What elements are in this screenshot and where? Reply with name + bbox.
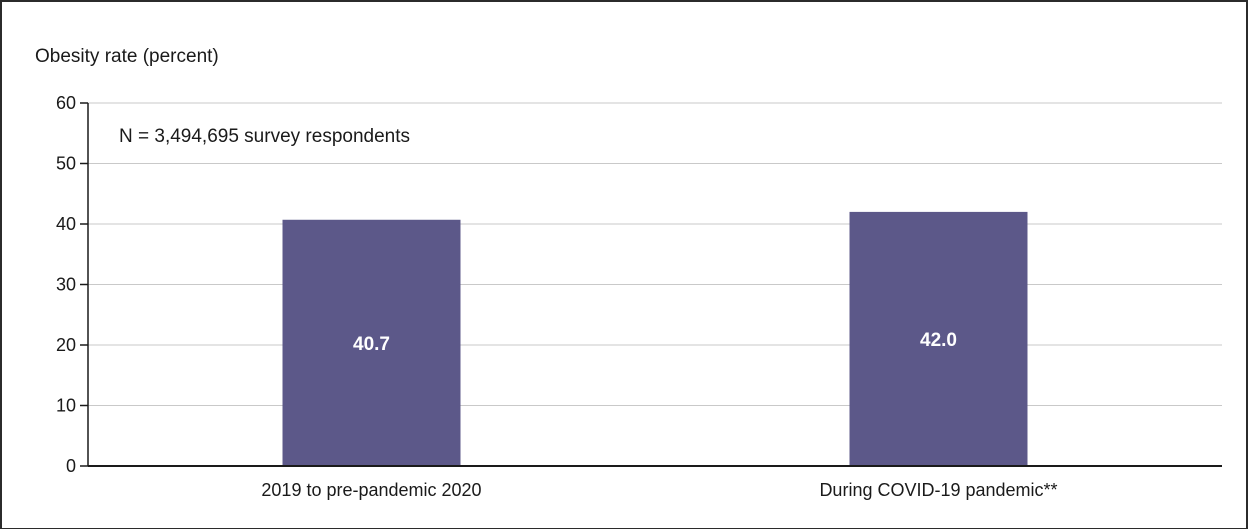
- y-tick-label-0: 0: [66, 456, 76, 476]
- y-tick-label-40: 40: [56, 214, 76, 234]
- bars: [282, 211, 1028, 466]
- bar-value-labels: 40.7 42.0: [353, 330, 957, 355]
- y-tick-label-30: 30: [56, 275, 76, 295]
- x-category-label-2: During COVID-19 pandemic**: [819, 480, 1057, 500]
- y-tick-label-60: 60: [56, 93, 76, 113]
- y-tick-label-50: 50: [56, 154, 76, 174]
- bar-2: [849, 211, 1028, 466]
- bar-value-label-2: 42.0: [920, 330, 957, 351]
- x-category-label-1: 2019 to pre-pandemic 2020: [261, 480, 481, 500]
- gridlines: [88, 102, 1222, 406]
- bar-1: [282, 219, 461, 466]
- x-category-labels: 2019 to pre-pandemic 2020 During COVID-19…: [261, 480, 1057, 500]
- y-ticks: 0 10 20 30 40 50 60: [56, 93, 88, 476]
- sample-size-annotation: N = 3,494,695 survey respondents: [119, 126, 410, 147]
- y-tick-label-10: 10: [56, 396, 76, 416]
- y-tick-label-20: 20: [56, 335, 76, 355]
- bar-value-label-1: 40.7: [353, 334, 390, 355]
- y-axis-label: Obesity rate (percent): [35, 46, 219, 67]
